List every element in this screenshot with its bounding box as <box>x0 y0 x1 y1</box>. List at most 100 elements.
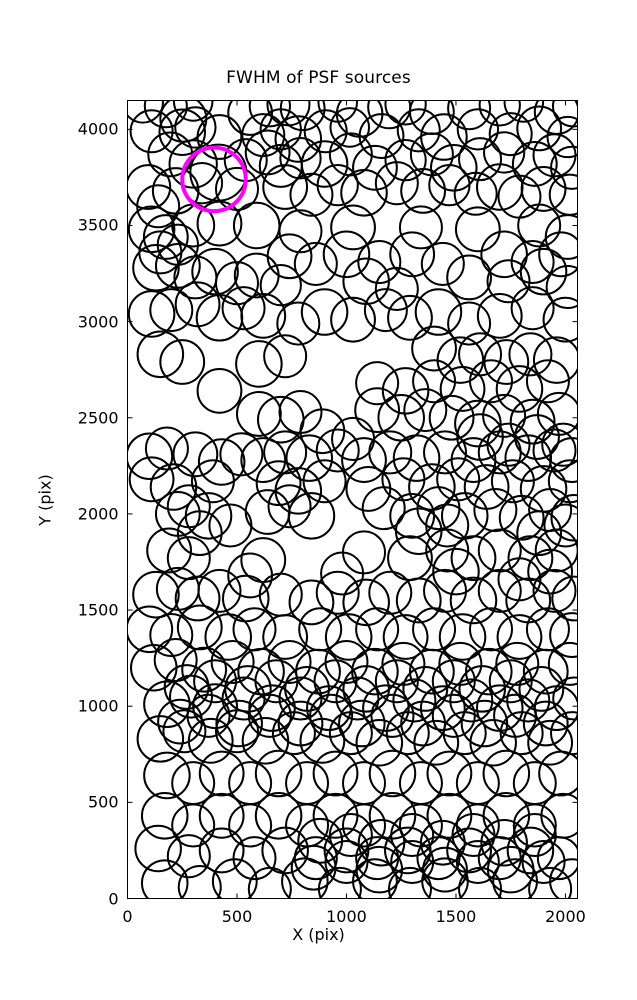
psf-source-marker <box>394 507 443 555</box>
psf-source-marker <box>431 659 476 704</box>
psf-source-marker <box>403 388 448 433</box>
y-tick-label: 1500 <box>77 600 119 620</box>
psf-source-marker <box>259 108 302 151</box>
psf-source-marker <box>228 803 273 848</box>
y-tick-label: 2500 <box>77 408 119 428</box>
psf-source-marker <box>400 700 447 747</box>
psf-source-marker <box>235 391 282 437</box>
psf-source-marker <box>129 109 174 154</box>
psf-source-marker <box>540 792 578 839</box>
psf-source-marker <box>341 530 387 575</box>
psf-source-marker <box>478 100 521 127</box>
psf-source-marker <box>232 607 277 652</box>
psf-source-marker <box>516 510 563 557</box>
psf-source-marker <box>279 100 326 132</box>
psf-source-marker <box>309 693 354 738</box>
psf-source-marker <box>450 535 497 582</box>
psf-source-marker <box>279 137 322 180</box>
psf-source-marker <box>232 836 277 881</box>
highlighted-source-marker[interactable] <box>180 145 248 214</box>
psf-source-marker <box>476 292 523 339</box>
psf-source-marker <box>390 813 435 858</box>
psf-source-marker <box>140 792 189 840</box>
psf-source-marker <box>447 100 492 131</box>
psf-source-marker <box>127 605 174 654</box>
psf-source-marker <box>255 460 302 507</box>
psf-source-marker <box>241 113 286 158</box>
psf-source-marker <box>544 214 578 260</box>
psf-source-marker <box>454 399 502 448</box>
psf-source-marker <box>267 484 312 529</box>
psf-source-marker <box>174 575 221 622</box>
x-tick-label: 500 <box>221 906 253 926</box>
psf-source-marker <box>541 422 578 467</box>
psf-source-marker <box>387 866 432 899</box>
psf-source-marker <box>552 676 578 721</box>
psf-source-marker <box>428 163 471 207</box>
psf-source-marker <box>381 367 430 415</box>
psf-source-marker <box>163 664 210 710</box>
psf-source-marker <box>198 827 245 874</box>
x-tick-label: 0 <box>122 906 133 926</box>
psf-source-marker <box>510 239 555 285</box>
psf-source-marker <box>146 527 193 574</box>
psf-source-marker <box>197 438 246 486</box>
psf-source-marker <box>453 171 498 216</box>
psf-source-marker <box>312 750 359 797</box>
psf-source-marker <box>367 100 412 130</box>
psf-source-marker <box>287 492 336 540</box>
psf-source-marker <box>527 548 574 595</box>
psf-source-marker <box>340 169 388 217</box>
psf-source-marker <box>254 749 303 798</box>
psf-source-marker <box>174 106 217 149</box>
psf-source-marker <box>263 334 308 379</box>
psf-source-marker <box>374 161 419 206</box>
psf-source-marker <box>545 265 578 310</box>
psf-source-marker <box>142 214 189 260</box>
psf-source-marker <box>477 528 522 573</box>
psf-source-marker <box>370 693 415 738</box>
x-tick-label: 2000 <box>545 906 586 926</box>
psf-source-marker <box>204 613 252 661</box>
psf-source-marker <box>221 286 266 331</box>
psf-source-marker <box>355 718 404 767</box>
psf-source-marker <box>449 678 494 723</box>
psf-source-marker <box>389 231 436 278</box>
psf-source-marker <box>352 144 398 191</box>
psf-source-marker <box>512 803 557 848</box>
psf-source-marker <box>176 604 223 651</box>
psf-source-marker <box>387 535 433 582</box>
psf-source-marker <box>532 336 578 384</box>
y-tick-label: 2000 <box>77 504 119 524</box>
x-axis-label: X (pix) <box>292 925 345 944</box>
psf-source-marker <box>143 751 191 800</box>
psf-source-marker <box>342 665 390 713</box>
psf-source-marker <box>532 568 577 613</box>
psf-source-marker <box>355 607 400 652</box>
y-tick-label: 1000 <box>77 696 119 716</box>
psf-source-marker <box>168 139 218 189</box>
psf-source-marker <box>458 665 507 713</box>
psf-source-marker <box>186 693 231 738</box>
psf-source-marker <box>495 365 544 413</box>
psf-source-marker <box>384 138 427 182</box>
psf-source-marker <box>329 107 371 148</box>
psf-source-marker <box>198 792 245 839</box>
psf-source-marker <box>330 204 376 251</box>
psf-source-marker <box>384 100 427 126</box>
psf-source-marker <box>285 434 334 482</box>
psf-source-marker <box>134 824 182 873</box>
psf-source-marker <box>143 100 188 129</box>
psf-source-marker <box>483 339 530 385</box>
psf-source-marker <box>149 613 194 658</box>
psf-source-marker <box>227 100 274 136</box>
psf-source-marker <box>469 718 517 767</box>
psf-source-marker <box>430 144 478 192</box>
psf-source-marker <box>158 108 207 156</box>
psf-source-marker <box>549 612 578 658</box>
psf-source-marker <box>446 827 493 874</box>
psf-source-marker <box>414 288 463 336</box>
psf-source-marker <box>447 301 492 346</box>
psf-source-marker <box>300 288 349 336</box>
